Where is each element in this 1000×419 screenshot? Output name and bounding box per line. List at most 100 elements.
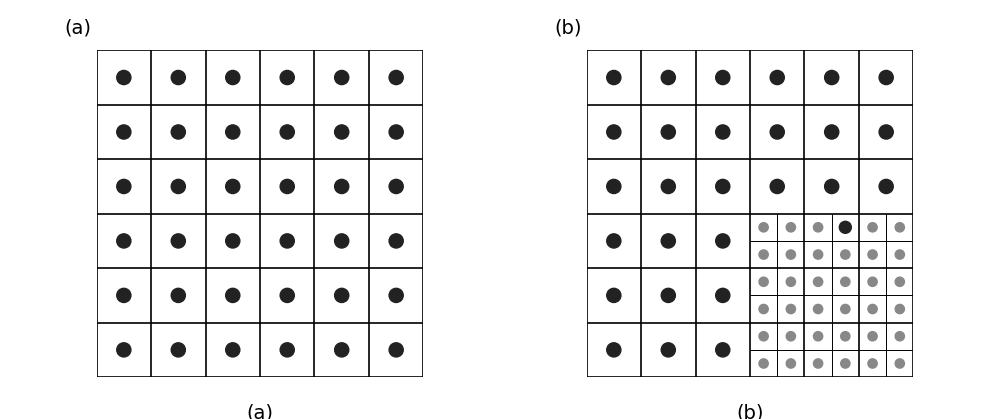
Circle shape xyxy=(335,70,349,85)
Circle shape xyxy=(335,234,349,248)
Circle shape xyxy=(117,70,131,85)
Circle shape xyxy=(759,250,768,259)
Circle shape xyxy=(716,343,730,357)
Circle shape xyxy=(226,125,240,139)
Circle shape xyxy=(868,304,877,314)
Circle shape xyxy=(117,125,131,139)
Circle shape xyxy=(661,343,675,357)
Circle shape xyxy=(389,288,403,303)
Circle shape xyxy=(895,250,904,259)
Circle shape xyxy=(716,70,730,85)
Circle shape xyxy=(759,359,768,368)
Circle shape xyxy=(759,222,768,232)
Circle shape xyxy=(879,125,893,139)
Circle shape xyxy=(813,222,823,232)
Circle shape xyxy=(868,222,877,232)
Circle shape xyxy=(117,179,131,194)
Circle shape xyxy=(226,343,240,357)
Circle shape xyxy=(661,70,675,85)
Circle shape xyxy=(825,179,839,194)
Circle shape xyxy=(335,288,349,303)
Circle shape xyxy=(841,359,850,368)
Circle shape xyxy=(716,288,730,303)
Circle shape xyxy=(607,125,621,139)
Circle shape xyxy=(786,277,795,287)
Circle shape xyxy=(280,70,294,85)
Circle shape xyxy=(786,331,795,341)
Circle shape xyxy=(389,125,403,139)
Circle shape xyxy=(786,359,795,368)
Circle shape xyxy=(825,70,839,85)
Circle shape xyxy=(117,234,131,248)
Circle shape xyxy=(813,304,823,314)
Circle shape xyxy=(280,234,294,248)
Circle shape xyxy=(171,234,185,248)
Circle shape xyxy=(226,234,240,248)
Circle shape xyxy=(895,222,904,232)
Circle shape xyxy=(868,331,877,341)
Circle shape xyxy=(661,234,675,248)
Circle shape xyxy=(770,70,784,85)
Text: (a): (a) xyxy=(64,18,91,37)
Circle shape xyxy=(607,234,621,248)
Circle shape xyxy=(841,277,850,287)
Circle shape xyxy=(716,234,730,248)
Circle shape xyxy=(879,70,893,85)
Circle shape xyxy=(226,70,240,85)
Circle shape xyxy=(280,288,294,303)
Circle shape xyxy=(335,179,349,194)
Circle shape xyxy=(813,250,823,259)
Circle shape xyxy=(759,331,768,341)
Circle shape xyxy=(841,331,850,341)
Circle shape xyxy=(171,70,185,85)
Circle shape xyxy=(171,179,185,194)
Circle shape xyxy=(879,179,893,194)
Circle shape xyxy=(117,288,131,303)
Circle shape xyxy=(759,304,768,314)
Circle shape xyxy=(813,277,823,287)
Circle shape xyxy=(813,359,823,368)
Circle shape xyxy=(716,125,730,139)
Circle shape xyxy=(280,343,294,357)
Circle shape xyxy=(607,179,621,194)
Circle shape xyxy=(813,331,823,341)
Circle shape xyxy=(389,343,403,357)
Circle shape xyxy=(786,250,795,259)
Circle shape xyxy=(661,288,675,303)
Circle shape xyxy=(825,125,839,139)
Circle shape xyxy=(280,125,294,139)
Text: (a): (a) xyxy=(246,403,274,419)
Circle shape xyxy=(716,179,730,194)
Circle shape xyxy=(895,359,904,368)
Circle shape xyxy=(607,288,621,303)
Circle shape xyxy=(786,222,795,232)
Circle shape xyxy=(280,179,294,194)
Circle shape xyxy=(868,277,877,287)
Circle shape xyxy=(868,359,877,368)
Circle shape xyxy=(841,304,850,314)
Circle shape xyxy=(389,179,403,194)
Circle shape xyxy=(895,304,904,314)
Circle shape xyxy=(335,125,349,139)
Circle shape xyxy=(868,250,877,259)
Circle shape xyxy=(786,304,795,314)
Circle shape xyxy=(171,343,185,357)
Circle shape xyxy=(895,277,904,287)
Circle shape xyxy=(389,70,403,85)
Circle shape xyxy=(171,125,185,139)
Circle shape xyxy=(226,179,240,194)
Circle shape xyxy=(661,125,675,139)
Circle shape xyxy=(770,179,784,194)
Circle shape xyxy=(607,70,621,85)
Circle shape xyxy=(770,125,784,139)
Circle shape xyxy=(607,343,621,357)
Circle shape xyxy=(226,288,240,303)
Circle shape xyxy=(661,179,675,194)
Text: (b): (b) xyxy=(554,18,581,37)
Circle shape xyxy=(117,343,131,357)
Circle shape xyxy=(841,250,850,259)
Circle shape xyxy=(839,221,851,233)
Circle shape xyxy=(335,343,349,357)
Text: (b): (b) xyxy=(736,403,764,419)
Circle shape xyxy=(389,234,403,248)
